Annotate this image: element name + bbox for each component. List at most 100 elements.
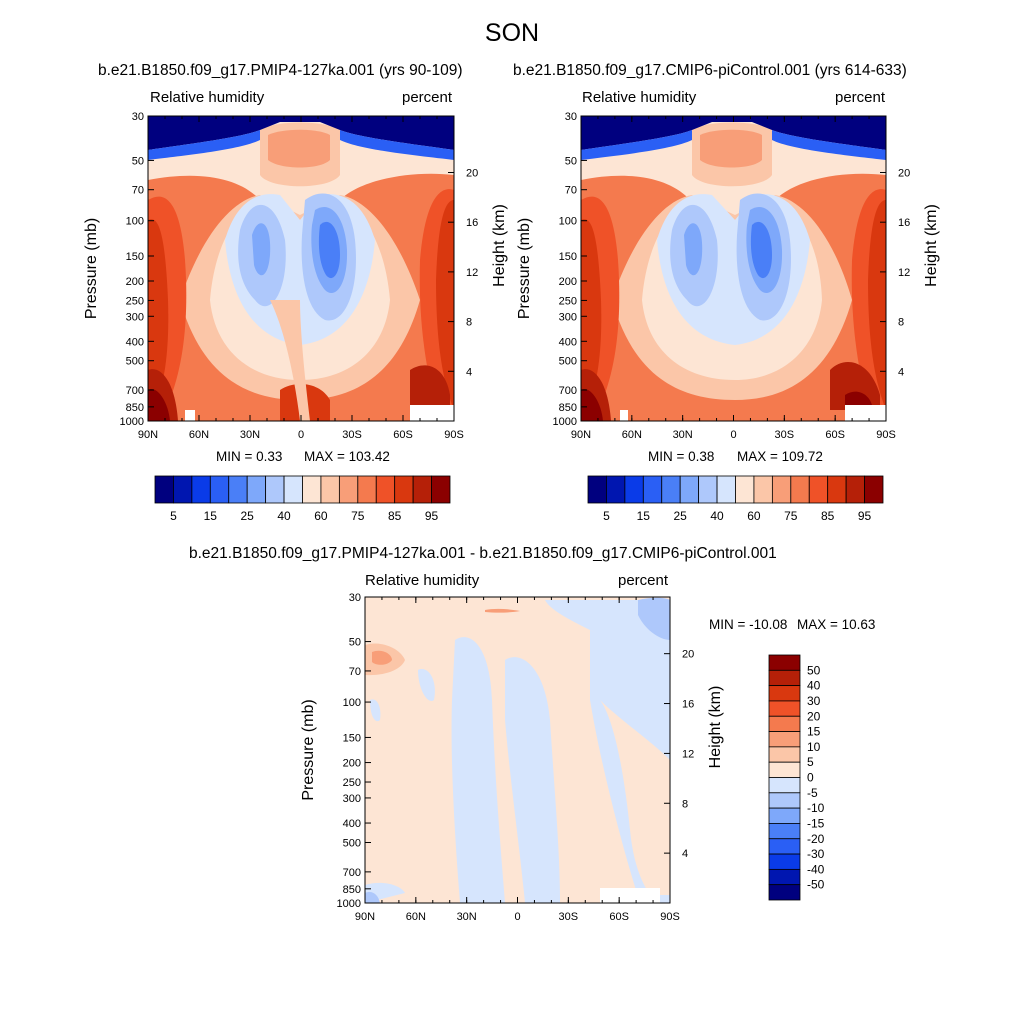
colorbar2-label: 5	[603, 509, 610, 523]
y-tick-label: 850	[343, 884, 361, 896]
colorbar2-cell	[587, 475, 607, 504]
y-tick-label: 850	[126, 402, 144, 414]
page-title: SON	[484, 19, 540, 47]
x-tick-label: 60N	[622, 429, 642, 441]
y-tick-label: 400	[126, 336, 144, 348]
colorbar1-label: 95	[425, 509, 439, 523]
y-tick-label: 500	[343, 838, 361, 850]
colorbar3-label: -20	[807, 832, 825, 846]
y2-tick-label: 8	[466, 317, 472, 329]
panel3-max: MAX = 10.63	[797, 617, 876, 632]
y-tick-label: 70	[132, 185, 144, 197]
colorbar3-cell	[768, 807, 801, 824]
y2-tick-label: 16	[898, 217, 910, 229]
colorbar3-label: -10	[807, 801, 825, 815]
y-tick-label: 70	[565, 185, 577, 197]
x-tick-label: 60S	[393, 429, 413, 441]
colorbar1-cell	[412, 475, 432, 504]
colorbar1-cell	[191, 475, 211, 504]
colorbar1-label: 60	[314, 509, 328, 523]
colorbar1-cell	[173, 475, 193, 504]
panel2-max: MAX = 109.72	[737, 449, 823, 464]
colorbar1-cell	[246, 475, 267, 504]
colorbar3-cell	[768, 685, 801, 702]
colorbar2-cell	[624, 475, 644, 504]
colorbar1-cell	[209, 475, 230, 504]
x-tick-label: 0	[298, 429, 304, 441]
colorbar3-label: -30	[807, 847, 825, 861]
colorbar2-label: 85	[821, 509, 835, 523]
colorbar1-cell	[375, 475, 396, 504]
colorbar3-cell	[768, 884, 801, 901]
colorbar3-label: -5	[807, 786, 818, 800]
y2-tick-label: 12	[466, 267, 478, 279]
colorbar1-cell	[357, 475, 377, 504]
y-tick-label: 250	[559, 295, 577, 307]
y-tick-label: 200	[559, 276, 577, 288]
x-tick-label: 90S	[660, 911, 680, 923]
y-tick-label: 150	[126, 251, 144, 263]
panel2-variable: Relative humidity	[582, 89, 697, 106]
colorbar3-cell	[768, 746, 801, 763]
y-tick-label: 500	[559, 356, 577, 368]
panel3-field	[365, 597, 670, 903]
panel3-variable: Relative humidity	[365, 572, 480, 589]
x-tick-label: 60S	[609, 911, 629, 923]
colorbar2-cell	[698, 475, 718, 504]
colorbar2-cell	[790, 475, 810, 504]
colorbar2-label: 60	[747, 509, 761, 523]
colorbar3-label: -15	[807, 816, 825, 830]
x-tick-label: 30S	[775, 429, 795, 441]
y-tick-label: 150	[559, 251, 577, 263]
colorbar1-label: 85	[388, 509, 402, 523]
y-tick-label: 250	[343, 777, 361, 789]
colorbar1-cell	[283, 475, 303, 504]
x-tick-label: 60N	[406, 911, 426, 923]
panel1-variable: Relative humidity	[150, 89, 265, 106]
x-tick-label: 60S	[825, 429, 845, 441]
colorbar1-cell	[394, 475, 414, 504]
x-tick-label: 60N	[189, 429, 209, 441]
y-tick-label: 300	[126, 311, 144, 323]
colorbar3-cell	[768, 777, 801, 794]
colorbar3-cell	[768, 853, 801, 870]
panel3-min: MIN = -10.08	[709, 617, 788, 632]
colorbar2-cell	[753, 475, 773, 504]
colorbar2-label: 25	[674, 509, 688, 523]
panel1-min: MIN = 0.33	[216, 449, 283, 464]
y-axis-label: Pressure (mb)	[83, 218, 100, 319]
colorbar2-cell	[827, 475, 847, 504]
colorbar3-cell	[768, 792, 801, 809]
x-tick-label: 90S	[876, 429, 896, 441]
colorbars-layer: 5 15 25 40 60 75 85 95 5 15 25 40 60 75 85 955040302015…	[154, 475, 884, 901]
y-tick-label: 50	[349, 637, 361, 649]
y2-tick-label: 12	[898, 267, 910, 279]
colorbar3-label: 50	[807, 663, 821, 677]
colorbar2-cell	[808, 475, 829, 504]
panel1-max: MAX = 103.42	[304, 449, 390, 464]
case1-title: b.e21.B1850.f09_g17.PMIP4-127ka.001 (yrs…	[98, 62, 463, 79]
colorbar1-cell	[265, 475, 285, 504]
y-tick-label: 500	[126, 356, 144, 368]
colorbar2-cell	[679, 475, 700, 504]
colorbar1-cell	[338, 475, 359, 504]
panel1-units: percent	[402, 89, 453, 106]
colorbar3-label: 5	[807, 755, 814, 769]
colorbar2-cell	[642, 475, 663, 504]
y-tick-label: 300	[559, 311, 577, 323]
colorbar3-cell	[768, 823, 801, 840]
colorbar2-cell	[845, 475, 865, 504]
y-tick-label: 700	[343, 867, 361, 879]
y-tick-label: 100	[559, 216, 577, 228]
colorbar2-cell	[735, 475, 755, 504]
y-tick-label: 200	[343, 758, 361, 770]
x-tick-label: 0	[730, 429, 736, 441]
y-tick-label: 250	[126, 295, 144, 307]
y-tick-label: 700	[126, 385, 144, 397]
y2-tick-label: 16	[682, 699, 694, 711]
panel1-field	[148, 116, 454, 421]
colorbar1-cell	[302, 475, 322, 504]
colorbar3-cell	[768, 715, 801, 732]
y-tick-label: 400	[343, 818, 361, 830]
